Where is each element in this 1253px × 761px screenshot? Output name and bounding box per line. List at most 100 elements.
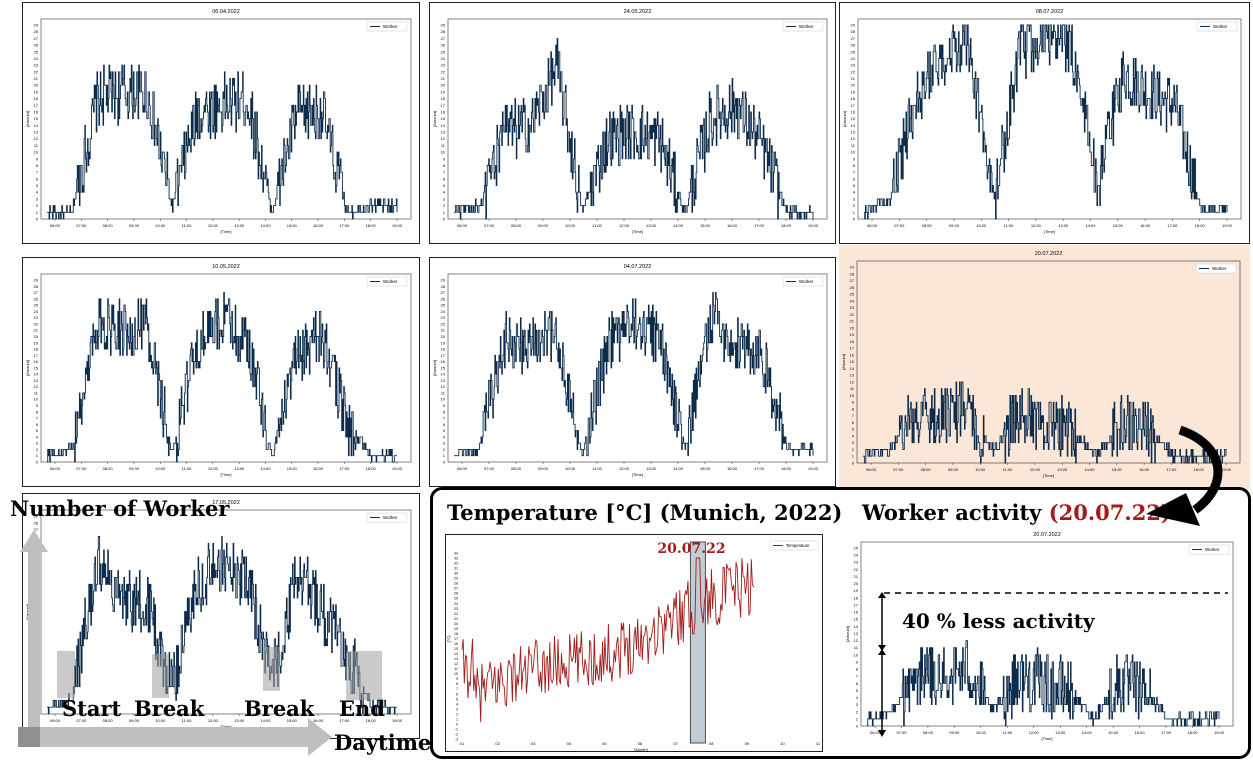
y-tick-label: 9 [36, 156, 39, 161]
y-tick-label: 29 [851, 23, 856, 28]
chart-panel-20-07-2022-detail: 20.07.2022 0 1 2 3 4 5 6 7 8 9 10 11 12 13 14 15 16 17 18 19… [843, 526, 1243, 752]
y-tick-label: 7 [456, 687, 458, 691]
y-tick-label: 21 [441, 328, 446, 333]
x-tick-label: 10:00 [976, 730, 987, 735]
y-tick-label: 11 [34, 390, 39, 395]
y-tick-label: 15 [854, 617, 859, 622]
y-tick-label: -3 [455, 738, 458, 742]
y-tick-label: 6 [852, 420, 855, 425]
y-tick-label: 11 [454, 667, 458, 671]
x-tick-label: 13:00 [646, 223, 657, 228]
y-tick-label: 28 [441, 284, 446, 289]
y-tick-label: 28 [34, 284, 39, 289]
y-tick-label: 19 [454, 627, 458, 631]
legend: Worker [1196, 21, 1238, 32]
y-tick-label: 33 [454, 557, 458, 561]
y-tick-label: 19 [441, 89, 446, 94]
y-tick-label: 10 [34, 643, 39, 648]
y-tick-label: 2 [36, 698, 39, 703]
y-tick-label: 15 [441, 116, 446, 121]
y-tick-label: 13 [34, 623, 39, 628]
y-tick-label: 20 [851, 83, 856, 88]
panel-title: 08.07.2022 [1036, 9, 1064, 15]
x-tick-label: 07:00 [76, 466, 87, 471]
y-tick-label: 28 [850, 271, 855, 276]
y-tick-label: 18 [854, 595, 859, 600]
y-tick-label: 1 [856, 716, 859, 721]
y-tick-label: 20 [441, 83, 446, 88]
y-tick-label: 16 [441, 109, 446, 114]
y-tick-label: 25 [850, 292, 855, 297]
y-tick-label: 2 [853, 203, 856, 208]
y-tick-label: 19 [34, 89, 39, 94]
y-tick-label: 10 [34, 150, 39, 155]
y-tick-label: 6 [36, 422, 39, 427]
y-tick-label: 9 [36, 650, 39, 655]
y-tick-label: 29 [441, 23, 446, 28]
x-tick-label: 07:00 [893, 467, 904, 472]
y-tick-label: 6 [36, 176, 39, 181]
y-tick-label: 26 [441, 296, 446, 301]
worker-activity-prefix: Worker activity [862, 500, 1049, 525]
y-tick-label: 9 [443, 403, 446, 408]
legend-label: Temperature [786, 543, 810, 548]
x-axis-label: [Time] [221, 724, 232, 729]
y-axis-label: [Amount] [841, 354, 846, 370]
x-tick-label: 17:00 [1166, 467, 1177, 472]
y-tick-label: 1 [456, 717, 458, 721]
y-tick-label: 23 [441, 63, 446, 68]
plot-frame [857, 18, 1242, 220]
plot-frame [447, 273, 828, 463]
y-tick-label: 24 [34, 309, 39, 314]
y-tick-label: 7 [853, 170, 856, 175]
y-tick-label: 5 [36, 677, 39, 682]
x-tick-label: 17:00 [754, 223, 765, 228]
y-tick-label: 2 [856, 709, 859, 714]
y-tick-label: 23 [441, 315, 446, 320]
y-tick-label: 13 [34, 130, 39, 135]
y-tick-label: 19 [34, 340, 39, 345]
y-tick-label: 15 [34, 365, 39, 370]
y-tick-label: 29 [441, 278, 446, 283]
x-tick-label: 15:00 [1112, 467, 1123, 472]
y-tick-label: 1 [443, 210, 446, 215]
x-tick-label: 09:00 [129, 466, 140, 471]
y-tick-label: 17 [34, 103, 39, 108]
y-axis-label: [Amount] [845, 626, 850, 642]
x-tick-label: 14:00 [673, 223, 684, 228]
x-tick-label: 18:00 [1194, 467, 1205, 472]
y-tick-label: 12 [34, 384, 39, 389]
y-tick-label: 19 [851, 89, 856, 94]
y-tick-label: 4 [36, 684, 39, 689]
x-tick-label: 07:00 [484, 223, 495, 228]
x-tick-label: 11:00 [592, 223, 602, 228]
x-tick-label: 12:00 [619, 466, 630, 471]
x-tick-label: 03 [531, 741, 536, 746]
x-tick-label: 12:00 [208, 466, 219, 471]
y-tick-label: 0 [443, 460, 446, 465]
y-tick-label: 25 [34, 303, 39, 308]
y-tick-label: 28 [34, 29, 39, 34]
y-tick-label: 5 [36, 428, 39, 433]
legend-label: Worker [383, 279, 398, 284]
x-tick-label: 15:00 [700, 466, 711, 471]
y-tick-label: 23 [34, 315, 39, 320]
y-tick-label: 12 [441, 384, 446, 389]
y-tick-label: 1 [36, 210, 39, 215]
x-tick-label: 16:00 [313, 466, 324, 471]
y-tick-label: 0 [443, 217, 446, 222]
y-axis-label: [Amount] [25, 604, 30, 620]
y-tick-label: 9 [443, 156, 446, 161]
y-tick-label: 1 [36, 453, 39, 458]
x-tick-label: 10:00 [976, 223, 987, 228]
y-tick-label: 5 [443, 428, 446, 433]
y-tick-label: 3 [852, 440, 855, 445]
legend-label: Worker [1205, 547, 1220, 552]
y-tick-label: -1 [455, 727, 458, 731]
y-tick-label: 7 [443, 170, 446, 175]
y-tick-label: 16 [854, 610, 859, 615]
x-tick-label: 19:00 [392, 223, 403, 228]
panel-title: 24.05.2022 [624, 9, 652, 15]
y-tick-label: 22 [851, 69, 856, 74]
legend: Worker [782, 21, 824, 32]
